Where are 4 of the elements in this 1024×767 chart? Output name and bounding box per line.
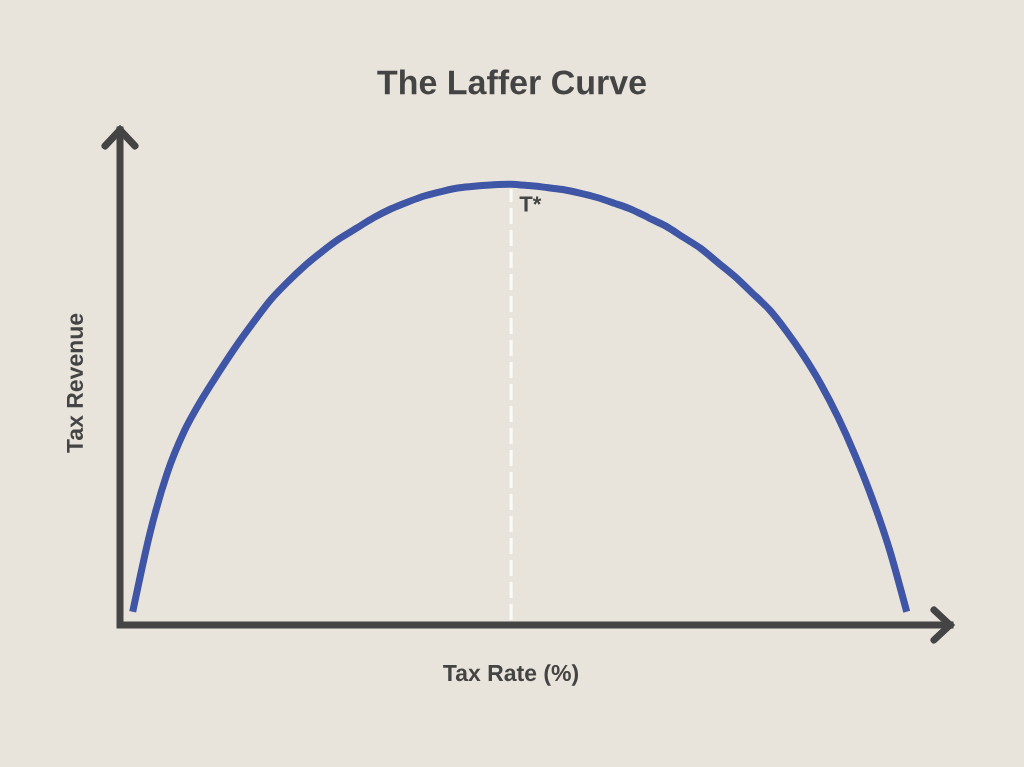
chart-title: The Laffer Curve	[377, 69, 646, 95]
annotation: T*	[519, 196, 542, 212]
y-axis-title: Tax Revenue	[66, 313, 84, 453]
x-axis-title: Tax Rate (%)	[443, 664, 578, 686]
